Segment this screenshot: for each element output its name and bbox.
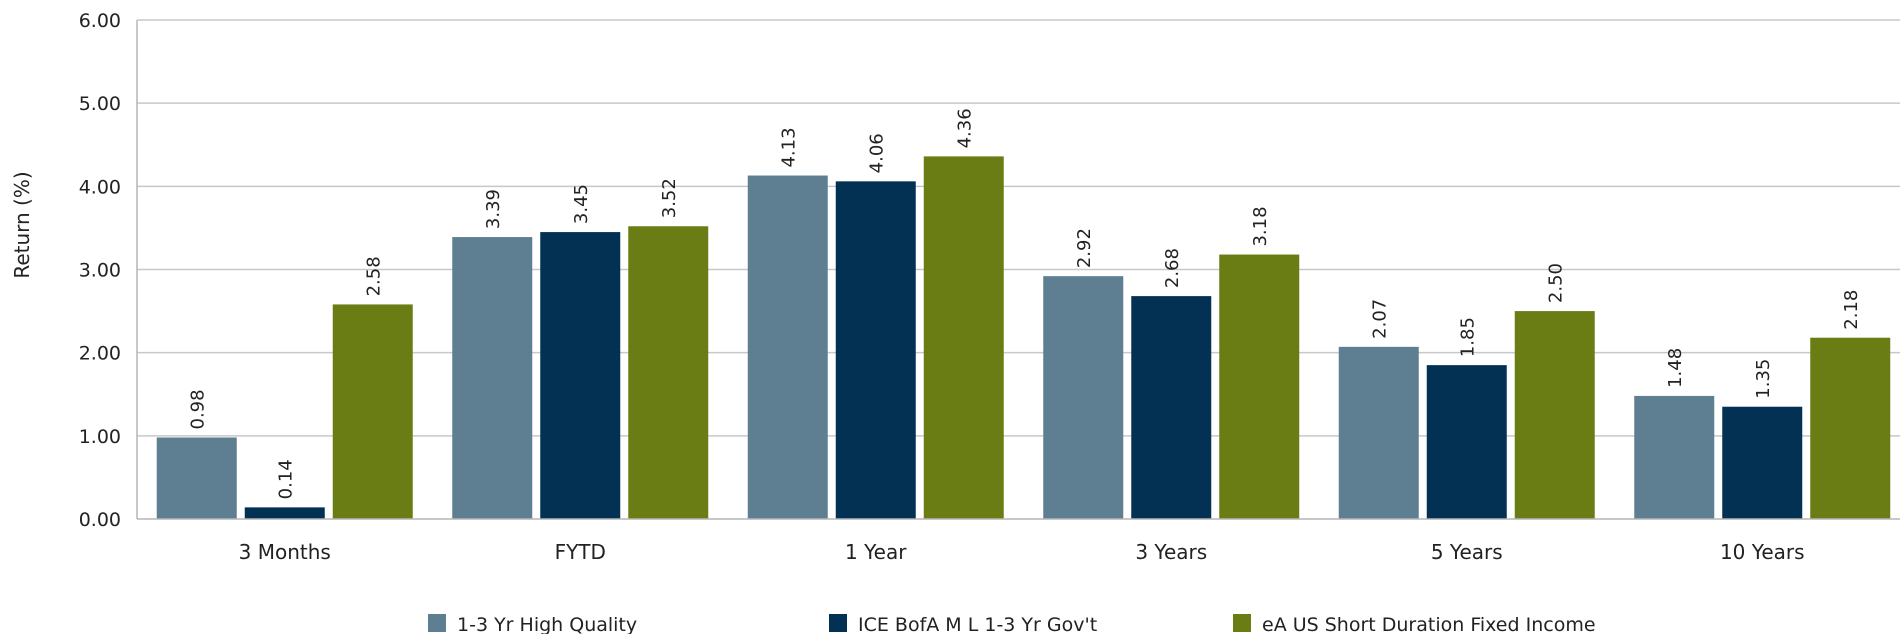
bars [156,156,1891,520]
data-label: 3.18 [1250,206,1271,246]
y-tick-label: 6.00 [79,10,121,32]
x-axis: 3 Months FYTD 1 Year 3 Years 5 Years 10 Years [136,20,1900,564]
legend-item: eA US Short Duration Fixed Income [1233,614,1596,636]
data-label: 3.52 [659,178,680,218]
bar [156,437,237,519]
data-label: 3.45 [571,184,592,224]
legend-label: ICE BofA M L 1-3 Yr Gov't [858,614,1097,634]
legend-swatch [1233,614,1251,632]
y-tick-label: 3.00 [79,260,121,282]
bar [244,507,325,519]
legend: 1-3 Yr High Quality ICE BofA M L 1-3 Yr G… [428,614,1596,636]
y-tick-label: 5.00 [79,93,121,115]
data-label: 2.92 [1074,228,1095,268]
data-label: 1.85 [1458,317,1479,357]
y-tick-label: 0.00 [79,509,121,531]
legend-swatch [428,614,446,632]
data-label: 3.39 [483,189,504,229]
bar [1426,365,1507,519]
x-category-label: 3 Months [239,540,331,564]
x-category-label: 10 Years [1720,540,1805,564]
y-tick-label: 4.00 [79,176,121,198]
bar [1722,406,1803,519]
gridlines: 0.00 1.00 2.00 3.00 4.00 5.00 6.00 [79,10,1900,531]
data-label: 4.13 [779,127,800,167]
bar [452,237,533,519]
bar [540,232,621,519]
y-tick-label: 1.00 [79,426,121,448]
data-labels: 0.98 0.14 2.58 3.39 3.45 3.52 4.13 4.06 4.36 2.92… [188,108,1863,499]
bar [332,304,413,519]
data-label: 1.35 [1753,359,1774,399]
bar [747,175,828,519]
bar [923,156,1004,520]
data-label: 0.98 [188,389,209,429]
legend-label: 1-3 Yr High Quality [457,614,637,634]
bar [1338,346,1419,519]
data-label: 0.14 [276,459,297,499]
bar [628,226,709,519]
data-label: 2.18 [1841,290,1862,330]
bar [1131,296,1212,519]
data-label: 2.68 [1162,248,1183,288]
y-axis-title: Return (%) [10,171,34,278]
data-label: 2.50 [1546,263,1567,303]
bar [1514,311,1595,519]
data-label: 4.06 [867,133,888,173]
x-category-label: 5 Years [1431,540,1503,564]
bar [1043,276,1124,519]
legend-item: 1-3 Yr High Quality [428,614,637,636]
legend-label: eA US Short Duration Fixed Income [1262,614,1596,634]
bar [1810,337,1891,519]
bar [835,181,916,520]
legend-item: ICE BofA M L 1-3 Yr Gov't [829,614,1097,636]
data-label: 1.48 [1665,348,1686,388]
x-category-label: FYTD [555,540,606,564]
x-category-label: 3 Years [1135,540,1207,564]
data-label: 2.07 [1370,299,1391,339]
y-tick-label: 2.00 [79,343,121,365]
data-label: 4.36 [955,108,976,148]
data-label: 2.58 [364,256,385,296]
legend-swatch [829,614,847,632]
x-category-label: 1 Year [845,540,907,564]
bar [1219,254,1300,519]
bar [1634,395,1715,519]
